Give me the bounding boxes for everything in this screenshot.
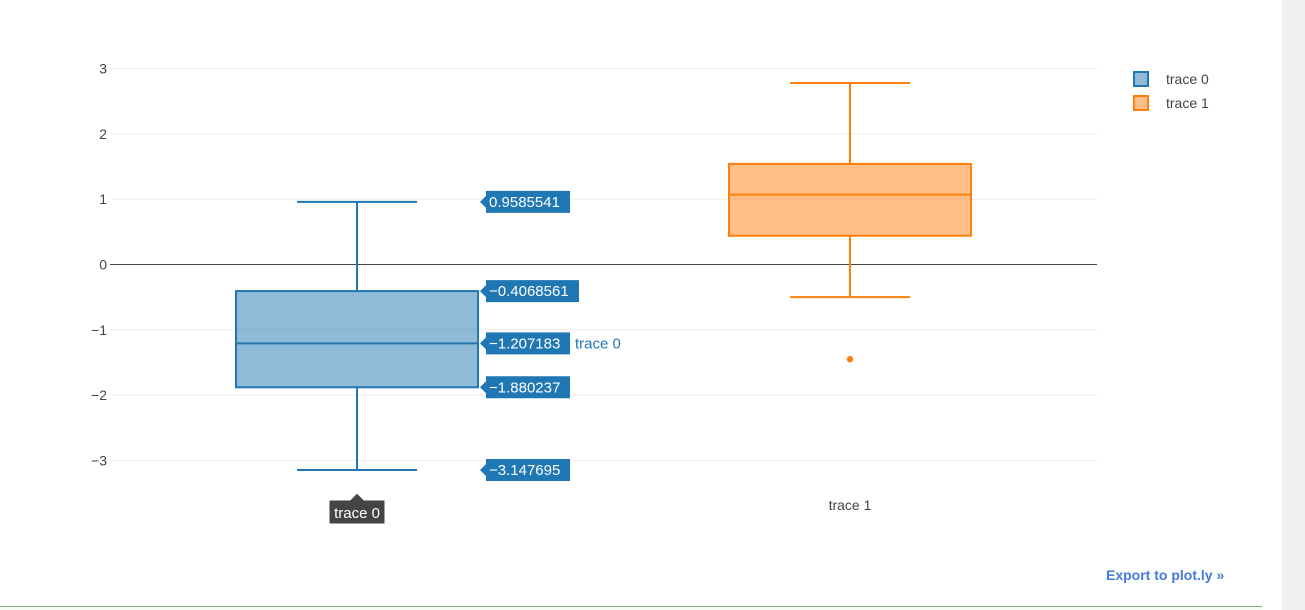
hover-label-value: 0.9585541 — [489, 194, 560, 211]
hover-label: −3.147695 — [480, 459, 570, 482]
bottom-bar — [0, 606, 1262, 610]
box-plot: 3 2 1 0 −1 −2 −3 trace 1 trace 0 trace 1 0.9585… — [91, 61, 1209, 525]
hover-label: −0.4068561 — [480, 280, 579, 303]
box-iqr — [728, 162, 972, 237]
export-to-plotly-link[interactable]: Export to plot.ly » — [1106, 567, 1225, 583]
x-axis: trace 1 — [829, 497, 872, 513]
legend-item-1[interactable]: trace 1 — [1133, 95, 1209, 111]
legend-label: trace 1 — [1166, 95, 1209, 111]
hover-label: −1.207183 trace 0 — [480, 332, 621, 355]
hover-x-label-box — [328, 492, 386, 525]
y-tick-label: 2 — [99, 126, 107, 142]
hover-label-box — [480, 280, 579, 303]
box-iqr — [235, 290, 479, 389]
y-tick-label: −2 — [91, 387, 107, 403]
grid-lines — [110, 68, 1097, 461]
hover-labels: 0.9585541 −0.4068561 −1.207183 trace 0 −1.88… — [328, 190, 621, 525]
y-tick-label: −1 — [91, 322, 107, 338]
y-tick-label: 0 — [99, 257, 107, 273]
hover-x-label: trace 0 — [328, 492, 386, 525]
y-tick-label: −3 — [91, 452, 107, 468]
scrollbar[interactable] — [1282, 0, 1305, 610]
hover-label: −1.880237 — [480, 376, 570, 399]
y-tick-label: 1 — [99, 191, 107, 207]
hover-label-box — [480, 376, 570, 399]
hover-label-value: −1.880237 — [489, 379, 560, 396]
legend-swatch — [1133, 71, 1149, 87]
box-trace-0 — [235, 200, 479, 472]
y-tick-label: 3 — [99, 61, 107, 77]
legend-swatch — [1133, 95, 1149, 111]
hover-x-label-text: trace 0 — [334, 505, 380, 522]
hover-trace-name: trace 0 — [575, 335, 621, 352]
hover-label-box — [480, 190, 570, 213]
box-trace-1 — [728, 81, 972, 363]
legend[interactable]: trace 0 trace 1 — [1133, 71, 1209, 111]
box-traces — [235, 81, 972, 472]
hover-label-value: −0.4068561 — [489, 283, 569, 300]
x-tick-label: trace 1 — [829, 497, 872, 513]
hover-label-value: −3.147695 — [489, 462, 560, 479]
hover-label-box — [480, 459, 570, 482]
y-axis: 3 2 1 0 −1 −2 −3 — [91, 61, 107, 469]
hover-label: 0.9585541 — [480, 190, 570, 213]
hover-label-box — [480, 332, 570, 355]
outlier-point — [846, 355, 854, 363]
hover-label-value: −1.207183 — [489, 335, 560, 352]
legend-label: trace 0 — [1166, 71, 1209, 87]
legend-item-0[interactable]: trace 0 — [1133, 71, 1209, 87]
